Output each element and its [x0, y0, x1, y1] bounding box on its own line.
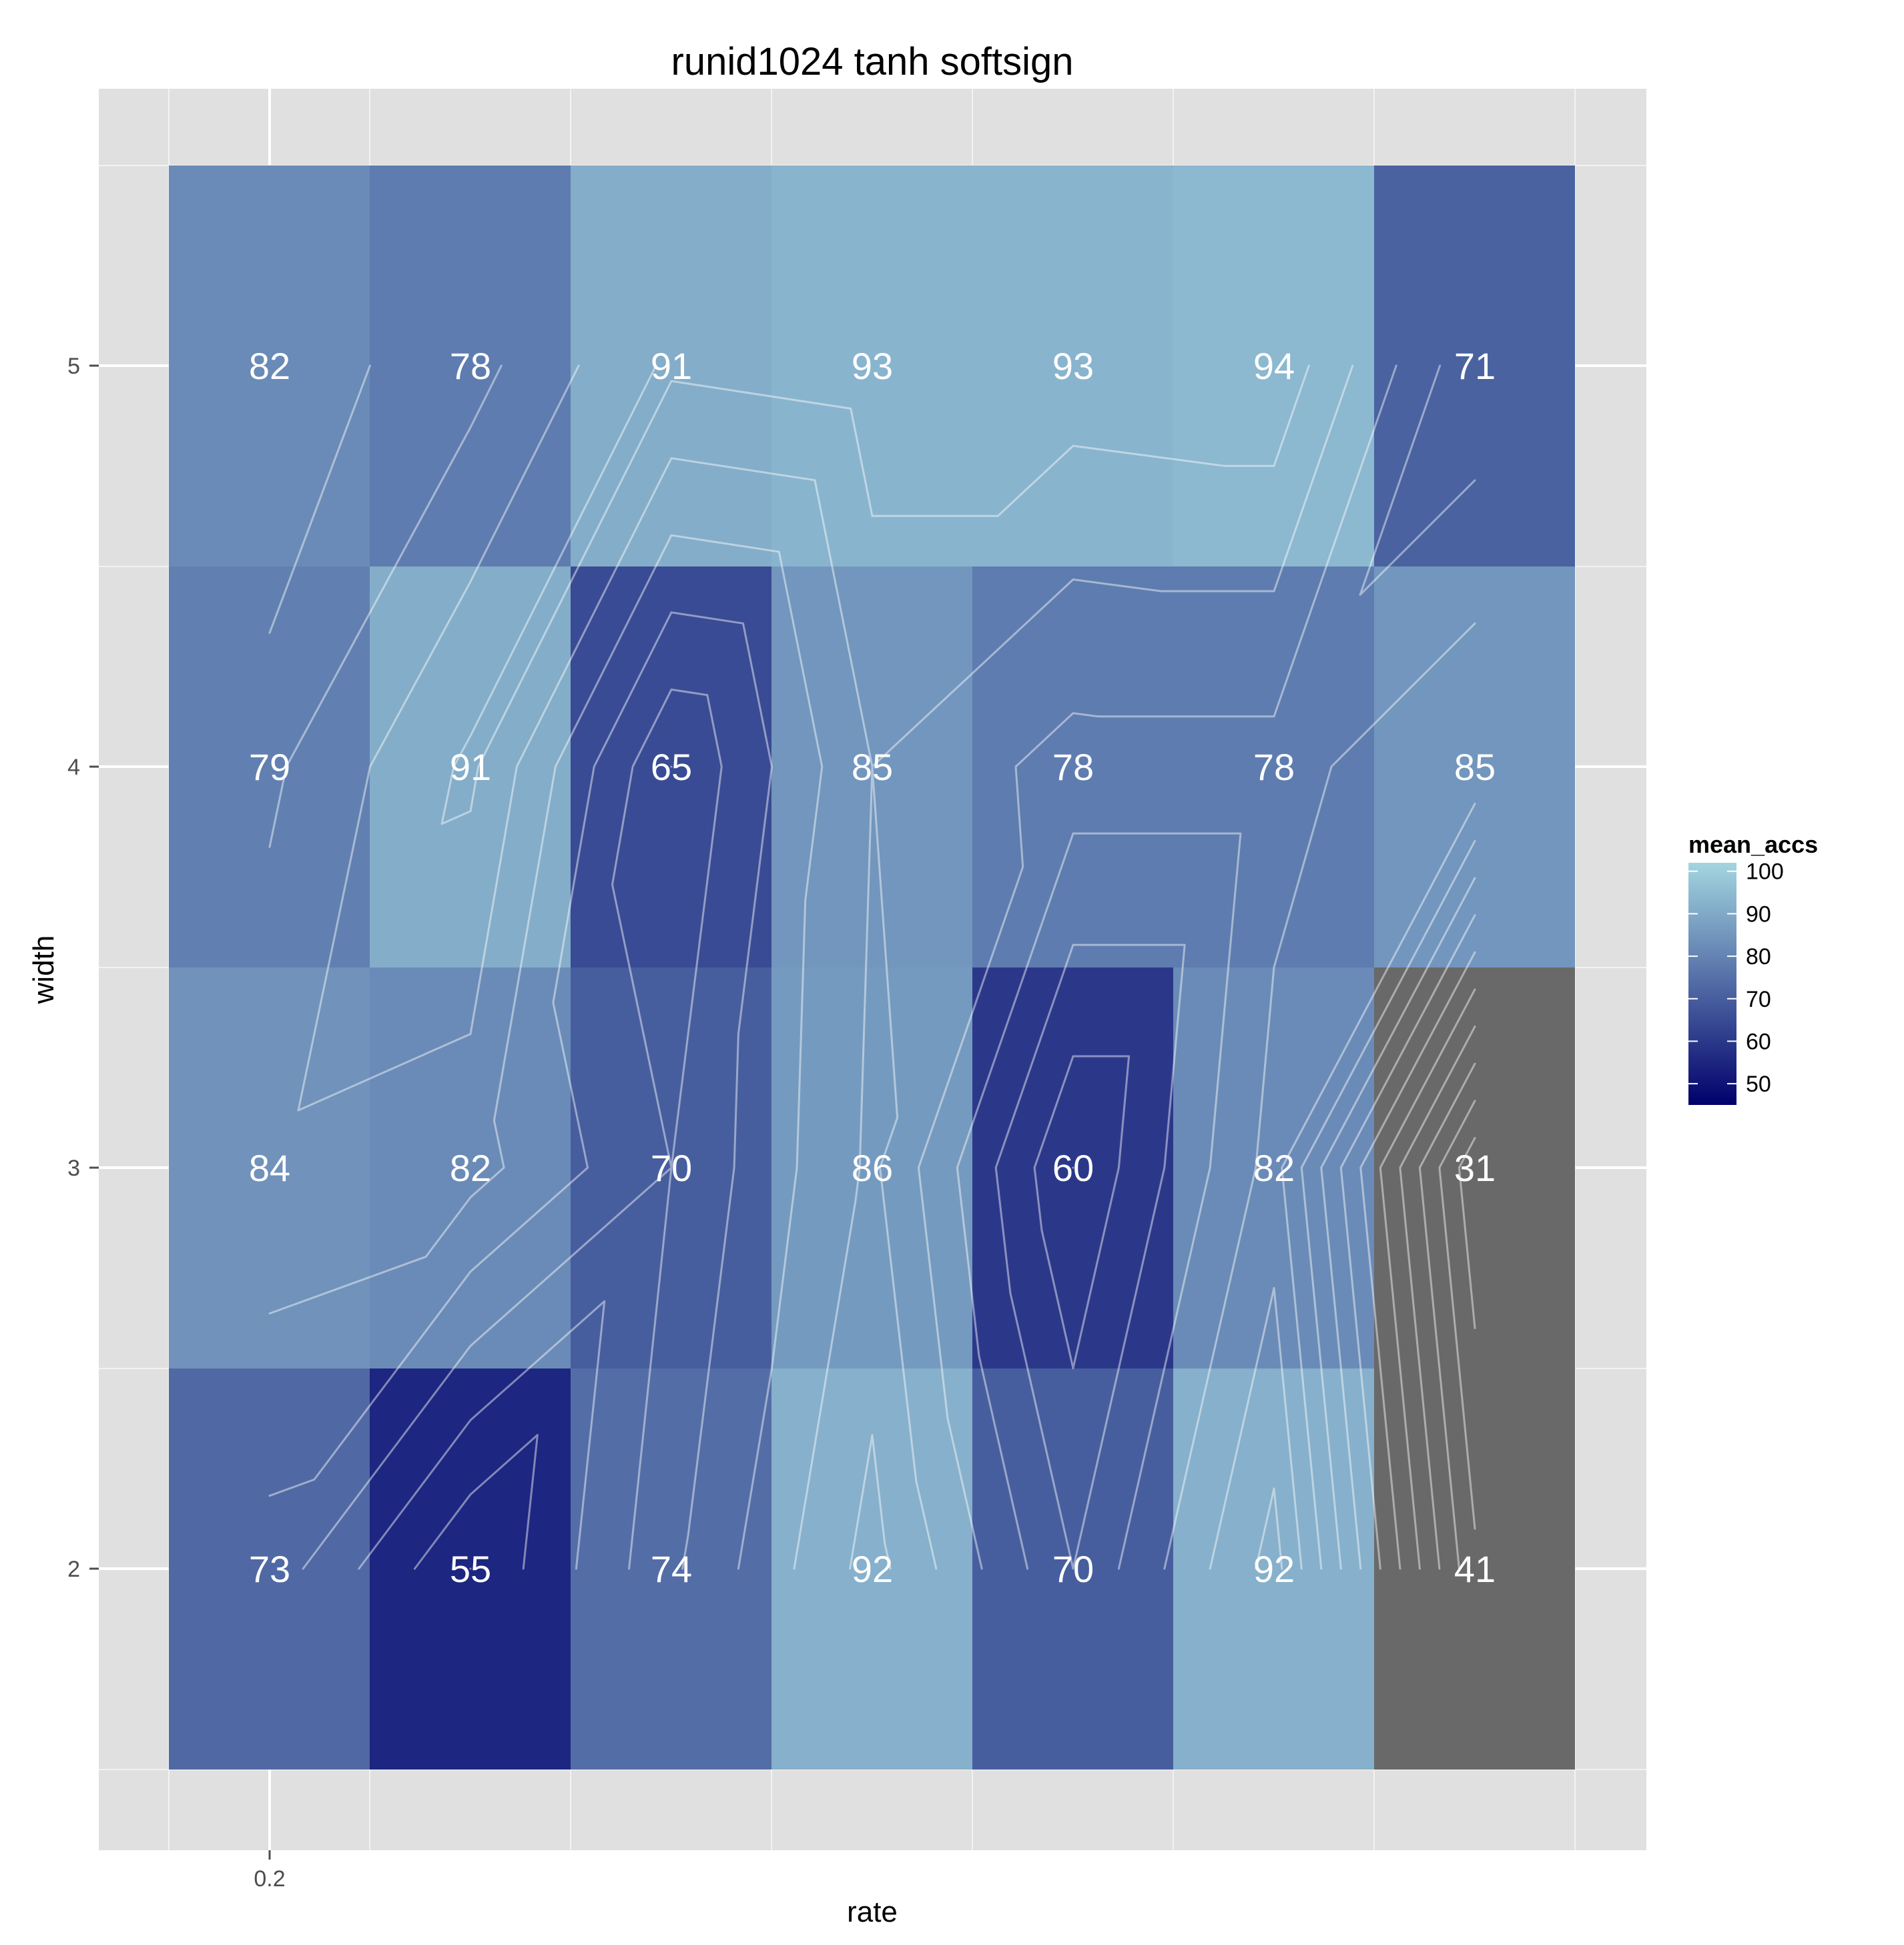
cell-value-label: 82: [1253, 1147, 1295, 1189]
cell-value-label: 93: [1052, 345, 1094, 387]
heatmap-tile: [1173, 1369, 1374, 1770]
cell-value-labels: 73 55 74 92 70 92 41 84 82 70 86 60 82 31 79 91 65 85 78 78…: [249, 345, 1496, 1590]
chart-title: runid1024 tanh softsign: [671, 40, 1074, 83]
cell-value-label: 78: [450, 345, 491, 387]
contour-line: [1458, 1137, 1476, 1329]
cell-value-label: 82: [249, 345, 290, 387]
y-axis-title: width: [27, 935, 60, 1005]
contour-line: [297, 364, 1354, 1570]
cell-value-label: 55: [450, 1548, 491, 1590]
heatmap-tile: [771, 1369, 972, 1770]
legend-tick-label: 70: [1746, 987, 1771, 1012]
cell-value-label: 85: [1454, 746, 1496, 788]
contour-line: [413, 951, 1476, 1570]
contour-line: [302, 688, 1476, 1570]
heatmap-tile: [370, 566, 571, 967]
heatmap-tile: [571, 566, 771, 967]
color-legend: mean_accs 100 90 80 70 60 50: [1688, 831, 1818, 1105]
cell-value-label: 73: [249, 1548, 290, 1590]
legend-tick-label: 80: [1746, 944, 1771, 969]
cell-value-label: 70: [651, 1147, 692, 1189]
contour-line: [268, 364, 1476, 1570]
legend-title: mean_accs: [1688, 831, 1818, 858]
heatmap-tiles: [169, 165, 1575, 1770]
cell-value-label: 91: [651, 345, 692, 387]
heatmap-tile: [1374, 566, 1575, 967]
y-tick-label: 4: [67, 755, 80, 780]
cell-value-label: 86: [852, 1147, 893, 1189]
cell-value-label: 92: [1253, 1548, 1295, 1590]
heatmap-tile: [972, 566, 1173, 967]
contour-line: [1438, 1100, 1476, 1530]
cell-value-label: 31: [1454, 1147, 1496, 1189]
heatmap-tile: [169, 1369, 370, 1770]
cell-value-label: 82: [450, 1147, 491, 1189]
cell-value-label: 84: [249, 1147, 290, 1189]
legend-tick-label: 60: [1746, 1029, 1771, 1054]
y-tick-label: 5: [67, 354, 80, 379]
legend-colorbar: [1688, 863, 1736, 1105]
cell-value-label: 85: [852, 746, 893, 788]
heatmap-tile: [1173, 165, 1374, 566]
heatmap-tile: [571, 1369, 771, 1770]
cell-value-label: 78: [1253, 746, 1295, 788]
cell-value-label: 71: [1454, 345, 1496, 387]
legend-tick-label: 90: [1746, 901, 1771, 927]
contour-line: [1418, 1062, 1476, 1570]
cell-value-label: 92: [852, 1548, 893, 1590]
cell-value-label: 78: [1052, 746, 1094, 788]
contour-line: [1399, 1026, 1476, 1570]
heatmap-tile: [1173, 967, 1374, 1369]
heatmap-tile: [771, 967, 972, 1369]
heatmap-tile: [972, 1369, 1173, 1770]
x-axis-title: rate: [847, 1896, 898, 1928]
legend-tick-label: 100: [1746, 859, 1784, 885]
heatmap-tile: [169, 967, 370, 1369]
heatmap-tile: [571, 967, 771, 1369]
contour-line: [358, 765, 1476, 1570]
x-tick-label: 0.2: [254, 1866, 285, 1892]
legend-tick-label: 50: [1746, 1072, 1771, 1097]
heatmap-tile: [1173, 566, 1374, 967]
contour-line: [440, 364, 1310, 1570]
cell-value-label: 94: [1253, 345, 1295, 387]
cell-value-label: 93: [852, 345, 893, 387]
heatmap-tile: [771, 566, 972, 967]
cell-value-label: 65: [651, 746, 692, 788]
cell-value-label: 70: [1052, 1548, 1094, 1590]
contour-line: [469, 988, 1476, 1570]
heatmap-tile: [370, 967, 571, 1369]
heatmap-tile: [1374, 967, 1575, 1369]
heatmap-tile: [972, 165, 1173, 566]
heatmap-tile: [571, 165, 771, 566]
heatmap-tile: [1374, 165, 1575, 566]
contour-line: [268, 364, 1476, 1570]
cell-value-label: 60: [1052, 1147, 1094, 1189]
y-tick-label: 2: [67, 1557, 80, 1582]
heatmap-tile: [1374, 1369, 1575, 1770]
heatmap-tile: [771, 165, 972, 566]
heatmap-tile: [370, 1369, 571, 1770]
y-tick-label: 3: [67, 1156, 80, 1181]
cell-value-label: 91: [450, 746, 491, 788]
cell-value-label: 79: [249, 746, 290, 788]
heatmap-tile: [972, 967, 1173, 1369]
contour-lines: [268, 364, 1476, 1570]
cell-value-label: 41: [1454, 1548, 1496, 1590]
heatmap-tile: [169, 165, 370, 566]
heatmap-tile: [169, 566, 370, 967]
heatmap-tile: [370, 165, 571, 566]
cell-value-label: 74: [651, 1548, 692, 1590]
axes: 2 3 4 5 0.2: [67, 354, 286, 1892]
